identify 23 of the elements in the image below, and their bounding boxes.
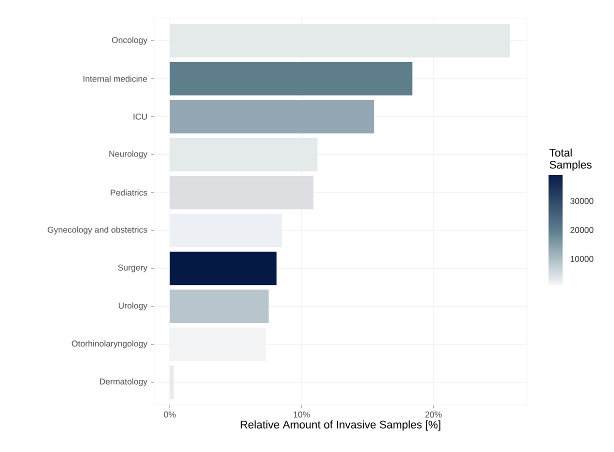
- x-tick-label: 20%: [425, 412, 442, 418]
- color-bar-label: 30000: [570, 198, 594, 204]
- bar: [170, 100, 374, 134]
- x-tick-label: 10%: [294, 412, 310, 418]
- y-tick-label: Oncology: [112, 36, 148, 45]
- x-axis-title: Relative Amount of Invasive Samples [%]: [240, 420, 440, 431]
- bar: [170, 252, 277, 286]
- color-bar-title: Total Samples: [549, 148, 592, 171]
- y-tick-label: Gynecology and obstetrics: [48, 226, 148, 234]
- bar: [170, 176, 314, 210]
- y-tick-label: Urology: [118, 302, 148, 310]
- bar: [170, 290, 269, 324]
- x-tick-label: 0%: [164, 412, 176, 418]
- color-bar-label: 10000: [570, 256, 594, 262]
- y-tick-label: Pediatrics: [110, 189, 148, 196]
- y-tick-label: Neurology: [109, 150, 148, 159]
- y-tick-label: ICU: [134, 114, 147, 120]
- color-bar-label: 20000: [570, 226, 594, 233]
- y-tick-label: Surgery: [118, 264, 148, 272]
- y-tick-label: Otorhinolaryngology: [72, 340, 148, 348]
- y-tick-label: Internal medicine: [84, 76, 148, 82]
- bar: [170, 62, 412, 96]
- y-tick-label: Dermatology: [100, 378, 148, 386]
